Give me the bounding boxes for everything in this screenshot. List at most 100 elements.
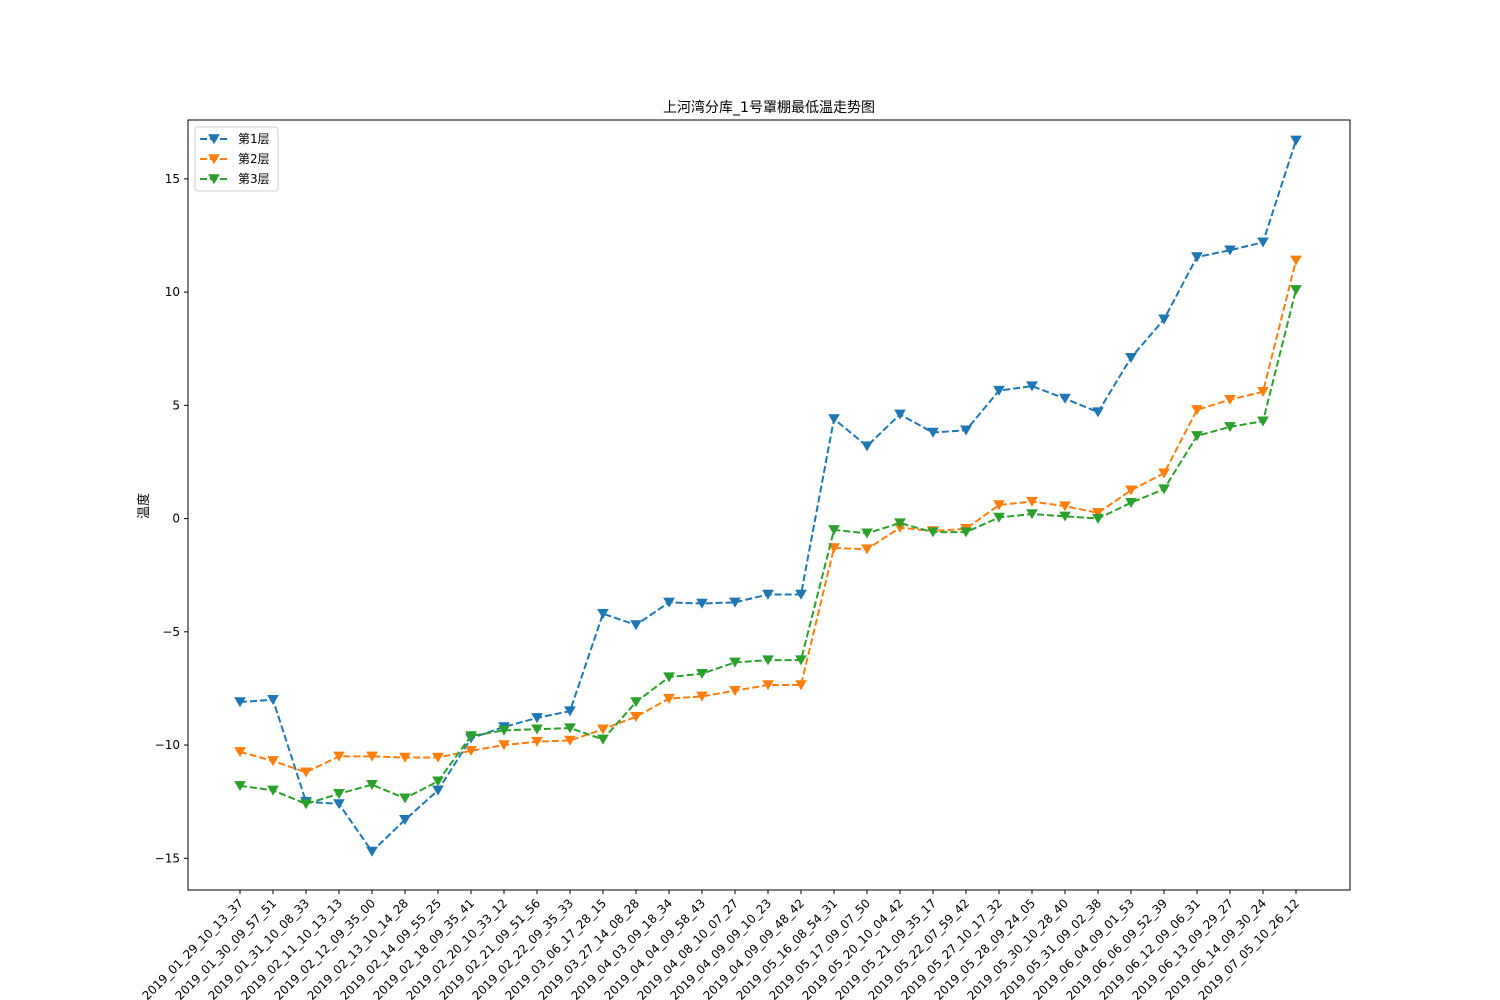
- data-point: [1125, 485, 1137, 496]
- data-point: [564, 723, 576, 734]
- data-point: [531, 736, 543, 747]
- data-point: [267, 756, 279, 767]
- data-point: [795, 655, 807, 666]
- data-point: [1026, 496, 1038, 507]
- y-tick-label: −5: [162, 625, 180, 639]
- series-3: [234, 285, 1302, 810]
- data-point: [861, 544, 873, 555]
- data-point: [234, 697, 246, 708]
- data-point: [1092, 407, 1104, 418]
- data-point: [300, 767, 312, 778]
- data-point: [333, 799, 345, 810]
- data-point: [366, 846, 378, 857]
- data-point: [828, 525, 840, 536]
- data-point: [762, 655, 774, 666]
- data-point: [663, 672, 675, 683]
- data-point: [795, 680, 807, 691]
- y-tick-label: −10: [155, 738, 180, 752]
- data-point: [597, 734, 609, 745]
- y-axis-label: 温度: [136, 493, 152, 519]
- data-point: [1158, 468, 1170, 479]
- data-point: [927, 527, 939, 538]
- data-point: [729, 685, 741, 696]
- legend-label: 第1层: [238, 132, 270, 146]
- legend-label: 第3层: [238, 172, 270, 186]
- data-point: [531, 724, 543, 735]
- y-tick-label: 0: [172, 512, 180, 526]
- data-point: [267, 695, 279, 706]
- data-point: [960, 527, 972, 538]
- data-point: [432, 776, 444, 787]
- plot-area: [187, 119, 1351, 891]
- data-point: [630, 697, 642, 708]
- data-point: [894, 409, 906, 420]
- data-point: [1158, 484, 1170, 495]
- data-point: [1158, 314, 1170, 325]
- legend-marker: [208, 134, 220, 145]
- data-point: [894, 518, 906, 529]
- data-point: [762, 589, 774, 600]
- data-point: [828, 543, 840, 554]
- data-point: [597, 724, 609, 735]
- data-point: [234, 747, 246, 758]
- data-point: [465, 745, 477, 756]
- data-point: [1290, 135, 1302, 146]
- legend-label: 第2层: [238, 152, 270, 166]
- data-point: [1092, 513, 1104, 524]
- data-point: [1257, 237, 1269, 248]
- x-axis: 2019_01_29_10_13_372019_01_30_09_57_5120…: [139, 890, 1302, 1000]
- data-point: [630, 712, 642, 722]
- data-point: [1224, 422, 1236, 433]
- data-point: [696, 691, 708, 702]
- chart-title: 上河湾分库_1号罩棚最低温走势图: [663, 99, 875, 116]
- data-point: [663, 693, 675, 704]
- data-point: [927, 427, 939, 438]
- data-point: [1290, 255, 1302, 266]
- data-point: [465, 731, 477, 742]
- series-layer: [234, 135, 1302, 857]
- data-point: [333, 751, 345, 762]
- y-axis: −15 −10 −5 0 5 10 15: [155, 172, 188, 865]
- data-point: [861, 528, 873, 539]
- data-point: [993, 385, 1005, 396]
- data-point: [597, 608, 609, 619]
- data-point: [1092, 508, 1104, 519]
- data-point: [828, 414, 840, 425]
- legend-item: 第3层: [200, 172, 270, 186]
- data-point: [333, 789, 345, 799]
- data-point: [498, 740, 510, 751]
- data-point: [696, 598, 708, 609]
- data-point: [993, 512, 1005, 523]
- series-1: [234, 135, 1302, 857]
- data-point: [531, 713, 543, 724]
- legend-item: 第1层: [200, 132, 270, 146]
- data-point: [399, 752, 411, 763]
- y-tick-label: 5: [172, 398, 180, 412]
- y-tick-label: 15: [165, 172, 180, 186]
- data-point: [993, 500, 1005, 511]
- data-point: [795, 589, 807, 600]
- series-2: [234, 255, 1302, 778]
- data-point: [564, 735, 576, 746]
- data-point: [366, 751, 378, 762]
- data-point: [1059, 393, 1071, 404]
- data-point: [1059, 511, 1071, 522]
- data-point: [1026, 509, 1038, 520]
- data-point: [399, 793, 411, 804]
- data-point: [267, 785, 279, 796]
- data-point: [1224, 394, 1236, 405]
- legend-marker: [208, 174, 220, 185]
- data-point: [762, 680, 774, 691]
- data-point: [861, 441, 873, 452]
- legend-item: 第2层: [200, 152, 270, 166]
- data-point: [960, 425, 972, 436]
- data-point: [234, 781, 246, 792]
- data-point: [1224, 245, 1236, 256]
- data-point: [1191, 405, 1203, 416]
- y-tick-label: 10: [165, 285, 180, 299]
- data-point: [729, 657, 741, 668]
- data-point: [1257, 416, 1269, 427]
- data-point: [564, 706, 576, 717]
